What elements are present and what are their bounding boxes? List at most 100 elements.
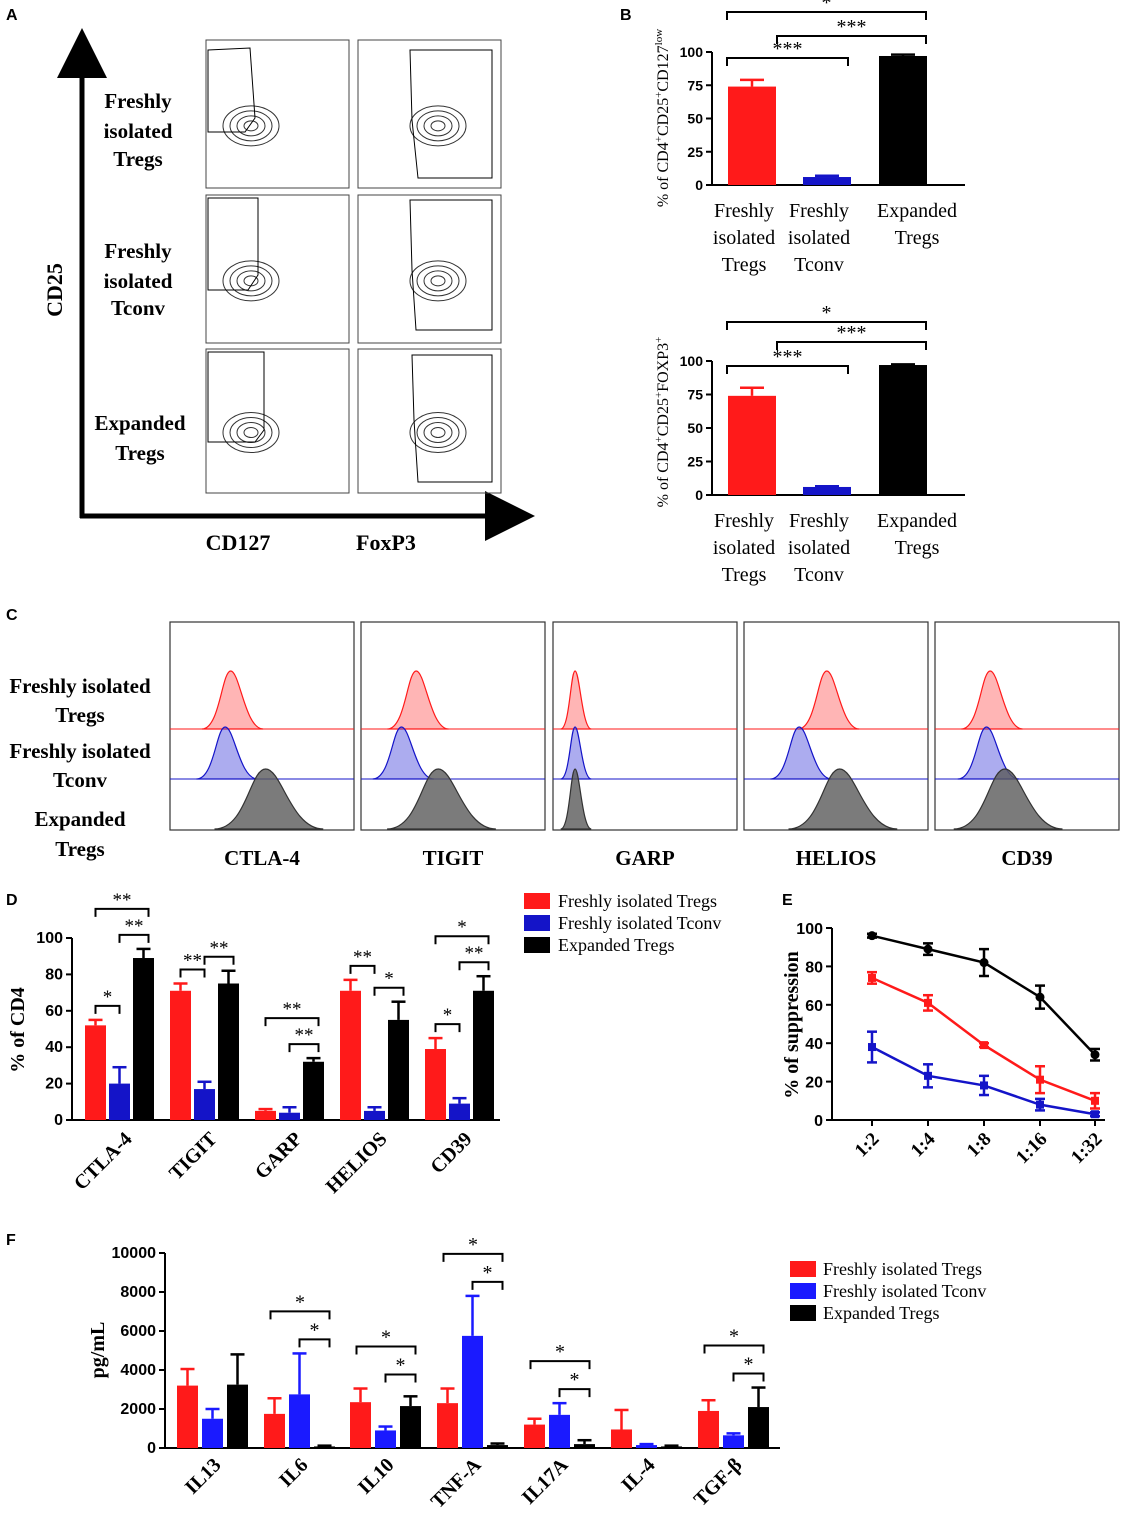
bar [388,1019,409,1120]
histogram-peak [560,768,592,830]
y-tick-label: 8000 [120,1284,156,1301]
svg-text:Tconv: Tconv [53,768,108,792]
bar [350,1402,371,1448]
data-point [1035,992,1045,1002]
data-point [1036,1100,1044,1109]
flow-contour [236,422,266,444]
flow-contour [423,422,453,444]
significance-label: * [468,1234,478,1256]
legend-swatch-expanded [524,937,550,953]
flow-contour [229,417,273,449]
y-tick-label: 50 [687,420,703,436]
y-tick-label: 0 [695,487,703,503]
panel-b-top-ylabel: % of CD4+CD25+CD127low [653,29,672,207]
bar [314,1446,335,1448]
x-tick-label: Expanded [877,510,957,532]
significance-label: ** [113,890,132,911]
bar [661,1446,682,1448]
panel-label-b: B [620,7,632,24]
significance-bracket [179,968,206,978]
x-tick-label: Freshly [789,510,849,532]
significance-bracket [264,1017,320,1027]
bar [473,990,494,1120]
flow-contour [243,120,259,132]
significance-label: * [555,1341,565,1363]
data-point [868,1043,876,1052]
x-tick-label: Tconv [794,254,844,276]
panel-a-x-label-cd127: CD127 [206,530,271,555]
x-tick-label: TNF-A [427,1454,486,1513]
significance-bracket [776,341,927,350]
flow-contour [409,412,467,454]
significance-bracket [703,1344,765,1354]
significance-bracket [373,986,405,996]
histogram-frame [743,621,929,831]
histogram-peak [387,670,449,730]
significance-label: *** [773,38,803,60]
bar [549,1414,570,1448]
significance-bracket [94,907,150,917]
panel-a: CD25 CD127 FoxP3 Freshly isolated Tregs … [42,28,535,555]
svg-text:Tregs: Tregs [55,837,104,861]
significance-label: ** [465,943,484,964]
significance-bracket [726,365,849,374]
bar [364,1110,385,1120]
histogram-peak [201,670,264,730]
significance-bracket [558,1388,591,1398]
x-tick-label: Tregs [722,564,767,586]
histogram-frame [552,621,738,831]
data-point [924,1071,932,1080]
flow-plot-frame [205,39,350,189]
histogram-marker-label: HELIOS [796,846,877,870]
flow-contour [416,265,460,297]
histogram-peak [953,768,1063,830]
bar [437,1403,458,1448]
y-tick-label: 80 [45,966,63,983]
histogram-marker-label: GARP [615,846,675,870]
bar [803,486,851,495]
x-tick-label: 1:8 [963,1129,996,1162]
legend-f-swatch-tregs [790,1261,816,1277]
flow-plot-frame [205,194,350,344]
bar [85,1025,106,1120]
flow-contour [236,270,266,292]
x-tick-label: IL13 [181,1454,226,1499]
x-tick-label: 1:2 [851,1129,884,1162]
panel-a-y-label: CD25 [42,263,67,317]
flow-gate [207,351,265,443]
bar [611,1429,632,1448]
histogram-marker-label: CTLA-4 [224,846,300,870]
y-tick-label: 50 [687,111,703,127]
y-tick-label: 40 [805,1036,823,1053]
svg-text:Expanded: Expanded [34,807,125,831]
x-tick-label: IL6 [275,1454,313,1492]
bar [194,1089,215,1120]
x-tick-label: Expanded [877,200,957,222]
svg-text:Expanded: Expanded [94,411,185,435]
x-tick-label: IL17A [518,1454,573,1509]
data-point [924,998,932,1007]
y-tick-label: 0 [814,1113,823,1130]
bar [879,365,927,495]
x-tick-label: CD39 [426,1128,476,1178]
flow-contour [430,275,446,287]
svg-text:Freshly isolated: Freshly isolated [9,674,151,698]
y-tick-label: 20 [805,1075,823,1092]
panel-f-legend: Freshly isolated Tregs Freshly isolated … [790,1259,986,1323]
significance-label: ** [125,916,144,937]
bar [723,1435,744,1448]
svg-text:Freshly: Freshly [104,89,172,113]
y-axis-label: % of suppression [781,951,803,1098]
panel-label-c: C [6,607,18,624]
data-point [980,1081,988,1090]
y-tick-label: 25 [687,144,703,160]
significance-bracket [529,1360,591,1370]
y-axis-label: pg/mL [87,1322,109,1379]
legend-swatch-tconv [524,915,550,931]
flow-contour [236,115,266,137]
bar [879,55,927,185]
legend-f-swatch-tconv [790,1283,816,1299]
significance-bracket [776,35,927,44]
bar [425,1049,446,1120]
significance-bracket [726,57,849,66]
